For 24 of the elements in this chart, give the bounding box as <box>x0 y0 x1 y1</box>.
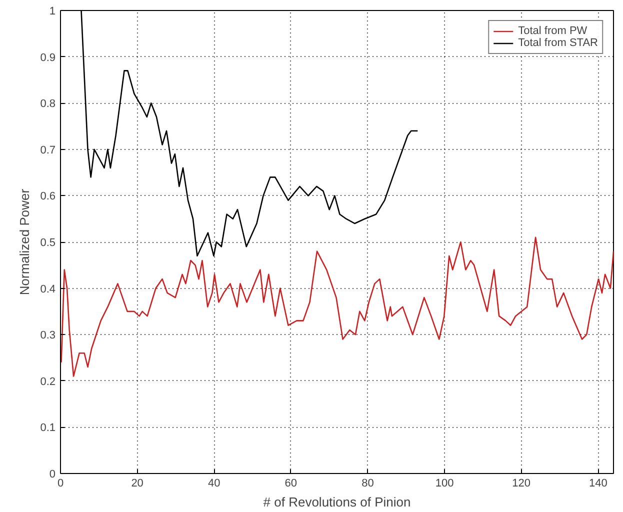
y-tick-label: 0.2 <box>40 376 56 388</box>
x-tick-label: 40 <box>208 478 220 490</box>
x-tick-label: 100 <box>435 478 454 490</box>
y-tick-label: 0.7 <box>40 144 56 156</box>
x-tick-label: 120 <box>512 478 531 490</box>
y-tick-label: 0.4 <box>40 283 56 296</box>
legend-label: Total from STAR <box>518 37 598 49</box>
x-tick-label: 20 <box>131 478 144 490</box>
x-tick-label: 60 <box>284 478 298 490</box>
y-tick-label: 0.6 <box>40 190 56 203</box>
y-tick-label: 0.3 <box>40 330 56 342</box>
y-tick-label: 1 <box>49 6 56 18</box>
line-series <box>60 236 614 377</box>
x-tick-label: 80 <box>362 478 374 490</box>
y-tick-label: 0.9 <box>40 52 56 64</box>
y-tick-label: 0.1 <box>40 422 56 434</box>
y-tick-label: 0 <box>49 468 56 480</box>
legend-label: Total from PW <box>518 25 588 37</box>
x-axis-title: # of Revolutions of Pinion <box>263 494 411 510</box>
x-tick-label: 0 <box>57 478 64 490</box>
y-tick-label: 0.8 <box>40 98 56 110</box>
y-axis-title: Normalized Power <box>17 188 32 296</box>
y-tick-label: 0.5 <box>40 237 56 249</box>
x-tick-label: 140 <box>588 478 608 490</box>
